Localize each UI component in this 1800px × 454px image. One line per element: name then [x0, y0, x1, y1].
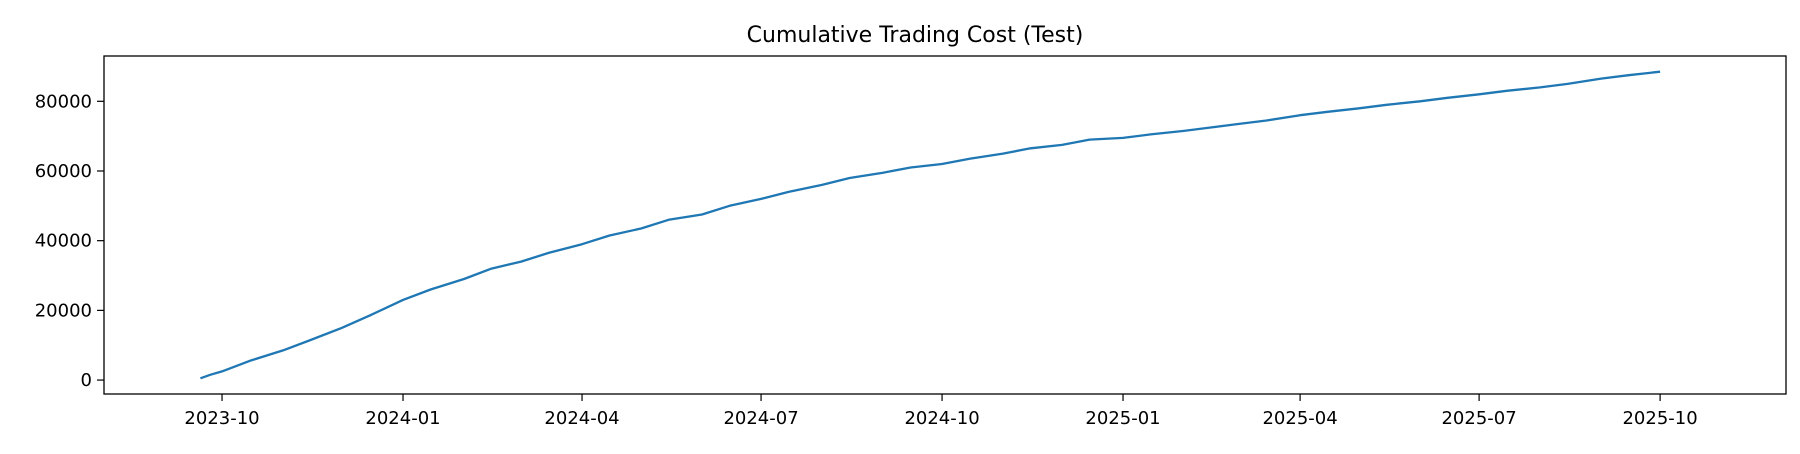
x-tick-label: 2025-10 [1622, 408, 1697, 429]
plot-frame [103, 55, 1787, 395]
x-tick-label: 2023-10 [184, 408, 259, 429]
y-tick-label: 40000 [35, 231, 92, 252]
series-line-0 [200, 70, 1661, 380]
y-tick-label: 60000 [35, 161, 92, 182]
y-tick-label: 0 [81, 370, 92, 391]
x-tick-label: 2025-07 [1441, 408, 1516, 429]
x-tick-label: 2024-10 [904, 408, 979, 429]
x-tick-label: 2024-01 [365, 408, 440, 429]
x-tick-label: 2025-04 [1262, 408, 1337, 429]
x-tick-label: 2024-07 [723, 408, 798, 429]
chart-title: Cumulative Trading Cost (Test) [747, 23, 1084, 48]
axis-ticks: 2023-10 2024-01 2024-04 2024-07 2024-10 2025-… [35, 91, 1698, 429]
y-tick-label: 80000 [35, 91, 92, 112]
y-tick-label: 20000 [35, 300, 92, 321]
x-tick-label: 2024-04 [544, 408, 619, 429]
series-layer [200, 70, 1661, 380]
x-tick-label: 2025-01 [1085, 408, 1160, 429]
